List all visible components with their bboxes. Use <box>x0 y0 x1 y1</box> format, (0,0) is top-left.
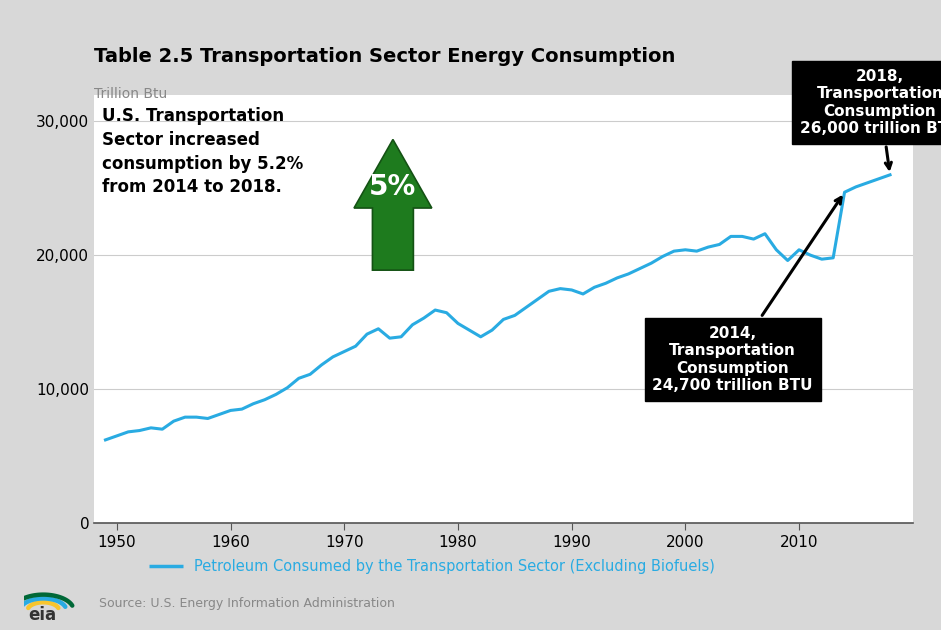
Text: Source: U.S. Energy Information Administration: Source: U.S. Energy Information Administ… <box>99 597 394 610</box>
Text: Trillion Btu: Trillion Btu <box>94 87 167 101</box>
Polygon shape <box>354 139 432 270</box>
Text: eia: eia <box>28 607 56 624</box>
Text: Table 2.5 Transportation Sector Energy Consumption: Table 2.5 Transportation Sector Energy C… <box>94 47 676 66</box>
Text: U.S. Transportation
Sector increased
consumption by 5.2%
from 2014 to 2018.: U.S. Transportation Sector increased con… <box>103 107 304 196</box>
Text: Petroleum Consumed by the Transportation Sector (Excluding Biofuels): Petroleum Consumed by the Transportation… <box>194 559 714 574</box>
Text: 2014,
Transportation
Consumption
24,700 trillion BTU: 2014, Transportation Consumption 24,700 … <box>652 197 841 393</box>
Text: 5%: 5% <box>369 173 417 202</box>
Text: 2018,
Transportation
Consumption
26,000 trillion BTU: 2018, Transportation Consumption 26,000 … <box>800 69 941 169</box>
